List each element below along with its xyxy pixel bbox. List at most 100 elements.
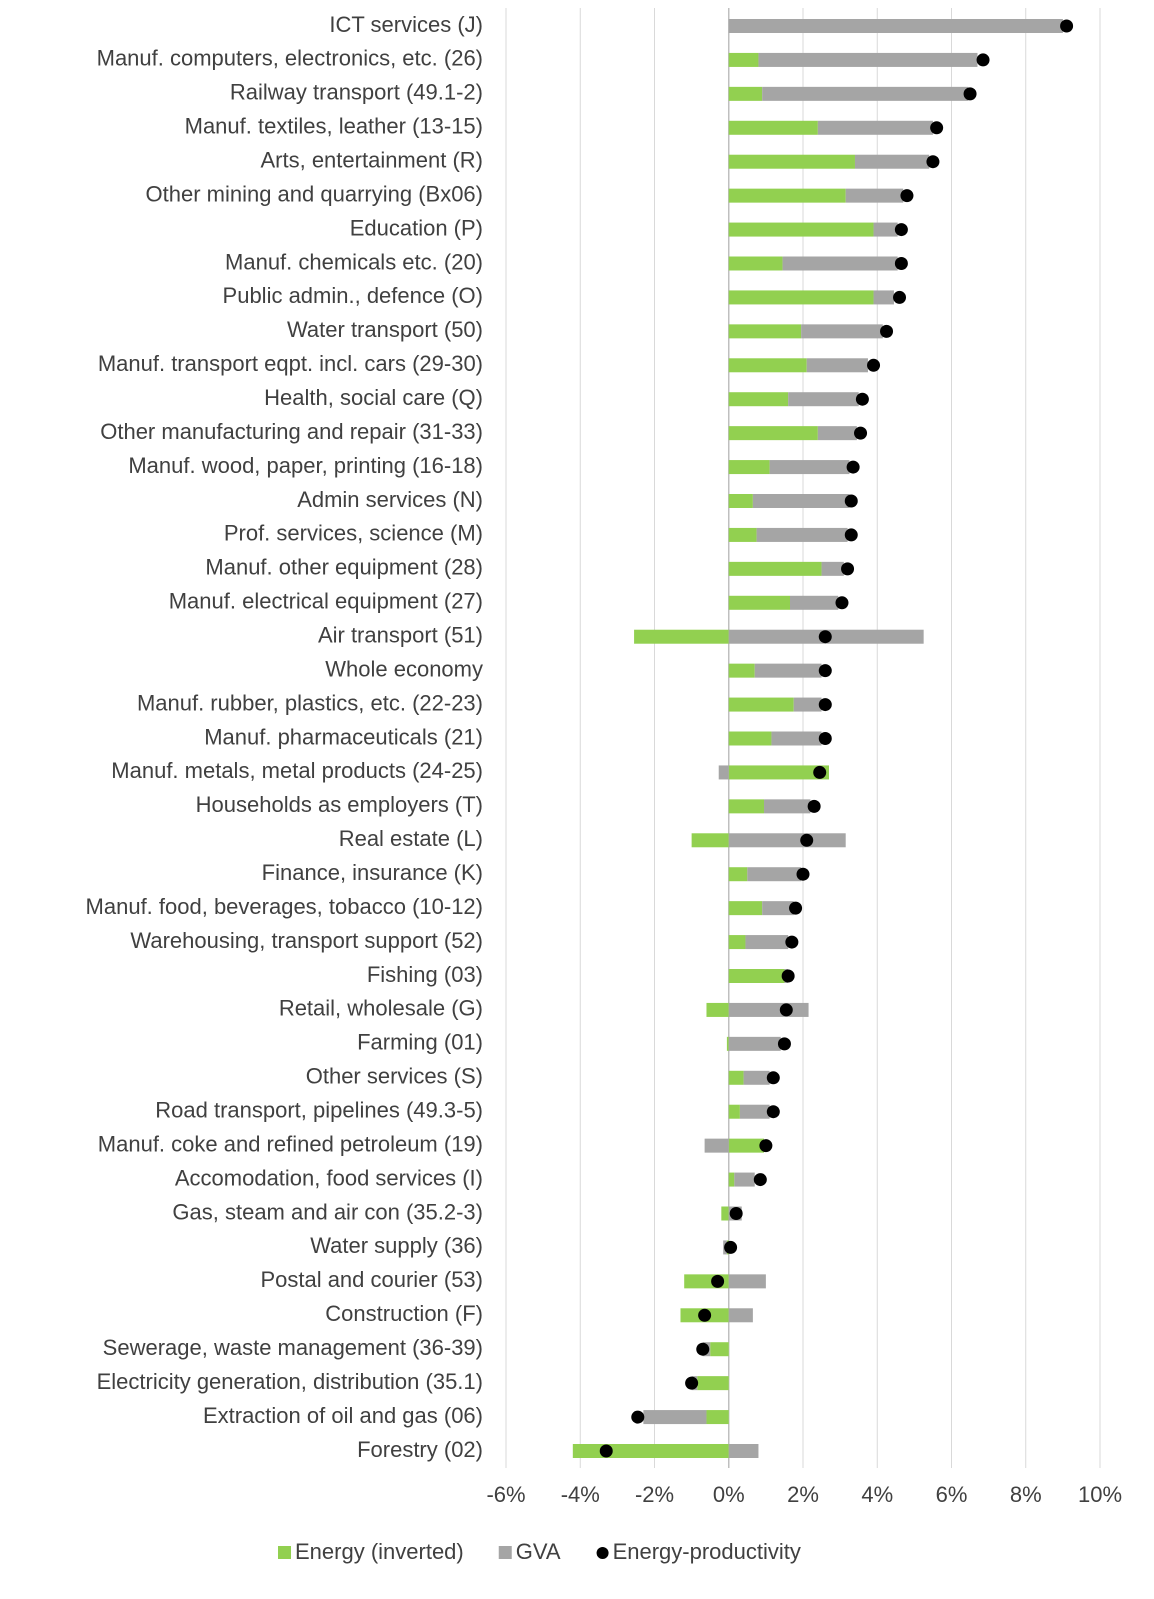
bar xyxy=(728,799,765,814)
category-label: Manuf. coke and refined petroleum (19) xyxy=(98,1131,483,1156)
category-label: Postal and courier (53) xyxy=(260,1267,483,1292)
category-label: Manuf. metals, metal products (24-25) xyxy=(111,758,483,783)
legend-label: GVA xyxy=(516,1539,561,1564)
dot xyxy=(963,87,977,101)
category-label: Other mining and quarrying (Bx06) xyxy=(146,181,484,206)
dot xyxy=(698,1308,712,1322)
bar xyxy=(728,392,789,407)
category-label: Farming (01) xyxy=(357,1030,483,1055)
legend-marker xyxy=(498,1546,512,1559)
bar xyxy=(762,86,969,101)
category-label: Manuf. pharmaceuticals (21) xyxy=(204,724,483,749)
category-label: Manuf. other equipment (28) xyxy=(205,555,483,580)
dot xyxy=(844,528,858,542)
bar xyxy=(728,1002,809,1017)
dot xyxy=(766,1105,780,1119)
category-label: Extraction of oil and gas (06) xyxy=(203,1403,483,1428)
bar xyxy=(728,188,846,203)
dot xyxy=(976,53,990,67)
bar xyxy=(845,188,904,203)
bar xyxy=(728,494,753,508)
bar xyxy=(728,969,785,983)
dot xyxy=(835,596,849,610)
bar xyxy=(643,1410,707,1425)
bar xyxy=(728,1274,766,1289)
bar xyxy=(728,460,770,475)
bar xyxy=(728,561,822,576)
bar xyxy=(817,426,857,441)
dot xyxy=(1060,19,1074,33)
dot xyxy=(696,1342,710,1356)
bar xyxy=(790,595,839,610)
dot xyxy=(818,698,832,712)
bar xyxy=(697,1376,729,1391)
bar xyxy=(873,222,898,237)
category-label: Arts, entertainment (R) xyxy=(260,148,483,173)
bar xyxy=(752,494,850,508)
category-label: Construction (F) xyxy=(325,1301,483,1326)
category-label: Accomodation, food services (I) xyxy=(175,1165,483,1190)
bar xyxy=(782,256,898,271)
bar xyxy=(734,1172,755,1187)
category-label: Sewerage, waste management (36-39) xyxy=(103,1335,483,1360)
category-label: Manuf. electrical equipment (27) xyxy=(169,589,483,614)
dot xyxy=(785,935,799,949)
dot xyxy=(818,664,832,678)
bar xyxy=(710,1342,729,1357)
bar xyxy=(728,731,772,746)
x-tick-label: 2% xyxy=(787,1482,819,1507)
legend-marker xyxy=(596,1547,609,1559)
legend-marker xyxy=(278,1546,291,1559)
dot xyxy=(685,1376,699,1390)
category-label: Manuf. food, beverages, tobacco (10-12) xyxy=(86,894,483,919)
bar xyxy=(728,222,874,237)
bar xyxy=(728,833,846,848)
category-label: Health, social care (Q) xyxy=(264,385,483,410)
bar xyxy=(728,256,783,271)
x-tick-label: 0% xyxy=(713,1482,745,1507)
category-label: Education (P) xyxy=(350,215,483,240)
category-label: Water transport (50) xyxy=(287,317,483,342)
dot xyxy=(846,460,860,474)
bar xyxy=(769,460,850,475)
dot xyxy=(724,1240,738,1254)
bar xyxy=(854,154,930,169)
x-tick-label: 10% xyxy=(1078,1482,1122,1507)
dot xyxy=(854,426,868,440)
dot xyxy=(818,732,832,745)
bar xyxy=(728,19,1063,33)
bar xyxy=(764,799,811,814)
bar xyxy=(747,867,802,882)
bar xyxy=(718,765,729,780)
bar xyxy=(728,324,802,339)
bar xyxy=(817,120,933,135)
category-label: Other services (S) xyxy=(306,1064,483,1089)
category-label: Road transport, pipelines (49.3-5) xyxy=(155,1098,483,1123)
bar xyxy=(728,154,855,169)
bar xyxy=(728,426,818,441)
bar xyxy=(706,1002,729,1017)
dot xyxy=(900,189,914,203)
x-tick-label: 8% xyxy=(1010,1482,1042,1507)
bar xyxy=(728,595,791,610)
bar xyxy=(691,833,729,848)
bar xyxy=(728,663,755,678)
x-tick-label: 6% xyxy=(936,1482,968,1507)
category-label: ICT services (J) xyxy=(329,12,483,37)
category-label: Other manufacturing and repair (31-33) xyxy=(100,419,483,444)
bar xyxy=(745,935,789,950)
category-label: Whole economy xyxy=(325,656,483,681)
bar xyxy=(728,527,757,542)
bar xyxy=(756,527,848,542)
category-label: Manuf. chemicals etc. (20) xyxy=(225,249,483,274)
dot xyxy=(711,1274,725,1288)
bar xyxy=(572,1444,729,1458)
dot xyxy=(930,121,944,135)
dot xyxy=(789,901,803,915)
dot xyxy=(800,833,814,847)
bar xyxy=(762,901,794,916)
dot xyxy=(926,155,940,169)
dot xyxy=(759,1139,773,1153)
